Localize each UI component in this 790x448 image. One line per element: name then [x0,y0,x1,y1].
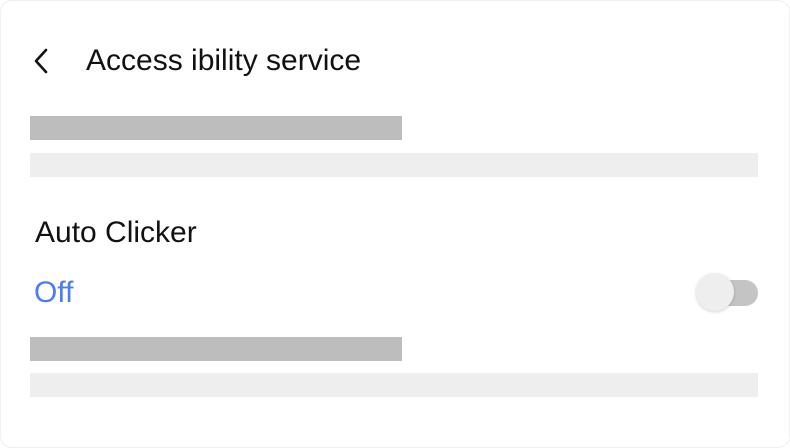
chevron-left-icon [34,48,48,74]
page-title: Access ibility service [86,44,362,77]
placeholder-heading-bar [30,116,402,140]
service-name: Auto Clicker [35,216,197,249]
placeholder-heading-bar [30,337,402,361]
placeholder-description-bar [30,153,758,177]
service-toggle[interactable] [696,273,758,313]
placeholder-description-bar [30,373,758,397]
service-status: Off [34,276,74,309]
back-button[interactable] [26,44,56,78]
toggle-knob [696,273,734,311]
